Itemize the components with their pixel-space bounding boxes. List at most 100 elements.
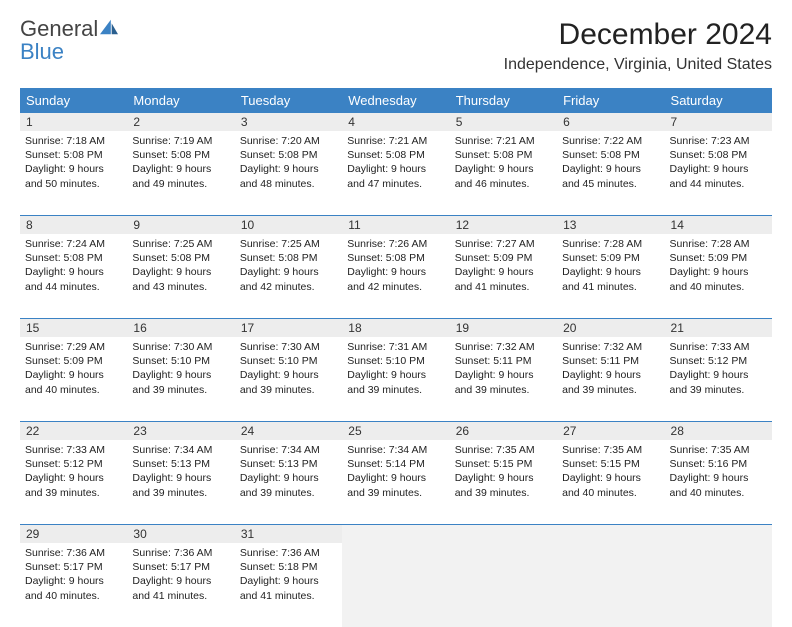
sunrise-text: Sunrise: 7:28 AM (562, 237, 659, 251)
day-number: 10 (235, 216, 342, 234)
daylight-text: Daylight: 9 hours and 39 minutes. (455, 471, 552, 499)
day-header: Wednesday (342, 88, 449, 113)
day-cell: Sunrise: 7:36 AMSunset: 5:18 PMDaylight:… (235, 543, 342, 627)
day-cell: Sunrise: 7:18 AMSunset: 5:08 PMDaylight:… (20, 131, 127, 215)
location: Independence, Virginia, United States (504, 56, 772, 74)
sunset-text: Sunset: 5:09 PM (562, 251, 659, 265)
daylight-text: Daylight: 9 hours and 39 minutes. (240, 368, 337, 396)
sunrise-text: Sunrise: 7:36 AM (25, 546, 122, 560)
week-row: Sunrise: 7:36 AMSunset: 5:17 PMDaylight:… (20, 543, 772, 627)
day-number: 30 (127, 525, 234, 543)
day-number-row: 15161718192021 (20, 318, 772, 337)
day-number: 16 (127, 319, 234, 337)
day-cell (557, 543, 664, 627)
sunset-text: Sunset: 5:17 PM (25, 560, 122, 574)
day-cell: Sunrise: 7:36 AMSunset: 5:17 PMDaylight:… (20, 543, 127, 627)
day-number-row: 22232425262728 (20, 421, 772, 440)
daylight-text: Daylight: 9 hours and 39 minutes. (132, 471, 229, 499)
day-number: 19 (450, 319, 557, 337)
sunrise-text: Sunrise: 7:21 AM (347, 134, 444, 148)
day-number: 25 (342, 422, 449, 440)
sunrise-text: Sunrise: 7:22 AM (562, 134, 659, 148)
day-number: 26 (450, 422, 557, 440)
logo-text: GeneralBlue (20, 18, 120, 64)
sunset-text: Sunset: 5:10 PM (240, 354, 337, 368)
sunset-text: Sunset: 5:08 PM (347, 148, 444, 162)
month-title: December 2024 (504, 18, 772, 52)
sunrise-text: Sunrise: 7:31 AM (347, 340, 444, 354)
day-cell: Sunrise: 7:35 AMSunset: 5:15 PMDaylight:… (557, 440, 664, 524)
sunrise-text: Sunrise: 7:30 AM (132, 340, 229, 354)
sunset-text: Sunset: 5:08 PM (25, 148, 122, 162)
sunset-text: Sunset: 5:17 PM (132, 560, 229, 574)
day-cell: Sunrise: 7:35 AMSunset: 5:15 PMDaylight:… (450, 440, 557, 524)
sunset-text: Sunset: 5:08 PM (240, 148, 337, 162)
sunset-text: Sunset: 5:09 PM (25, 354, 122, 368)
day-number: . (342, 525, 449, 543)
sunset-text: Sunset: 5:08 PM (25, 251, 122, 265)
day-number: 4 (342, 113, 449, 131)
sunrise-text: Sunrise: 7:33 AM (25, 443, 122, 457)
daylight-text: Daylight: 9 hours and 47 minutes. (347, 162, 444, 190)
daylight-text: Daylight: 9 hours and 39 minutes. (25, 471, 122, 499)
sunset-text: Sunset: 5:08 PM (240, 251, 337, 265)
day-cell: Sunrise: 7:35 AMSunset: 5:16 PMDaylight:… (665, 440, 772, 524)
sunrise-text: Sunrise: 7:26 AM (347, 237, 444, 251)
sunset-text: Sunset: 5:15 PM (562, 457, 659, 471)
day-number: 7 (665, 113, 772, 131)
sunrise-text: Sunrise: 7:20 AM (240, 134, 337, 148)
daylight-text: Daylight: 9 hours and 41 minutes. (455, 265, 552, 293)
sunset-text: Sunset: 5:08 PM (132, 251, 229, 265)
sunset-text: Sunset: 5:08 PM (132, 148, 229, 162)
day-header: Tuesday (235, 88, 342, 113)
day-number: 2 (127, 113, 234, 131)
day-cell: Sunrise: 7:21 AMSunset: 5:08 PMDaylight:… (450, 131, 557, 215)
logo-text-2: Blue (20, 39, 64, 64)
sunrise-text: Sunrise: 7:34 AM (132, 443, 229, 457)
day-cell: Sunrise: 7:26 AMSunset: 5:08 PMDaylight:… (342, 234, 449, 318)
daylight-text: Daylight: 9 hours and 45 minutes. (562, 162, 659, 190)
day-number: 22 (20, 422, 127, 440)
sunset-text: Sunset: 5:15 PM (455, 457, 552, 471)
sunrise-text: Sunrise: 7:34 AM (240, 443, 337, 457)
daylight-text: Daylight: 9 hours and 40 minutes. (562, 471, 659, 499)
day-number: 11 (342, 216, 449, 234)
sunset-text: Sunset: 5:10 PM (132, 354, 229, 368)
sunset-text: Sunset: 5:08 PM (455, 148, 552, 162)
daylight-text: Daylight: 9 hours and 49 minutes. (132, 162, 229, 190)
daylight-text: Daylight: 9 hours and 39 minutes. (132, 368, 229, 396)
day-number: . (557, 525, 664, 543)
sunset-text: Sunset: 5:13 PM (240, 457, 337, 471)
sunrise-text: Sunrise: 7:32 AM (455, 340, 552, 354)
day-cell: Sunrise: 7:25 AMSunset: 5:08 PMDaylight:… (235, 234, 342, 318)
sunset-text: Sunset: 5:13 PM (132, 457, 229, 471)
day-cell: Sunrise: 7:19 AMSunset: 5:08 PMDaylight:… (127, 131, 234, 215)
sunrise-text: Sunrise: 7:18 AM (25, 134, 122, 148)
day-header: Sunday (20, 88, 127, 113)
day-cell: Sunrise: 7:30 AMSunset: 5:10 PMDaylight:… (127, 337, 234, 421)
day-cell: Sunrise: 7:32 AMSunset: 5:11 PMDaylight:… (557, 337, 664, 421)
daylight-text: Daylight: 9 hours and 39 minutes. (240, 471, 337, 499)
daylight-text: Daylight: 9 hours and 46 minutes. (455, 162, 552, 190)
day-number: 23 (127, 422, 234, 440)
sunset-text: Sunset: 5:10 PM (347, 354, 444, 368)
sunrise-text: Sunrise: 7:35 AM (455, 443, 552, 457)
day-cell: Sunrise: 7:22 AMSunset: 5:08 PMDaylight:… (557, 131, 664, 215)
sunrise-text: Sunrise: 7:35 AM (562, 443, 659, 457)
day-number: . (665, 525, 772, 543)
sunset-text: Sunset: 5:16 PM (670, 457, 767, 471)
day-cell (342, 543, 449, 627)
day-cell: Sunrise: 7:33 AMSunset: 5:12 PMDaylight:… (665, 337, 772, 421)
day-cell: Sunrise: 7:34 AMSunset: 5:13 PMDaylight:… (235, 440, 342, 524)
day-header-row: Sunday Monday Tuesday Wednesday Thursday… (20, 88, 772, 113)
logo-sail-icon (98, 18, 120, 36)
day-number-row: 1234567 (20, 113, 772, 131)
day-cell: Sunrise: 7:33 AMSunset: 5:12 PMDaylight:… (20, 440, 127, 524)
day-number: 21 (665, 319, 772, 337)
sunset-text: Sunset: 5:18 PM (240, 560, 337, 574)
sunrise-text: Sunrise: 7:36 AM (240, 546, 337, 560)
sunrise-text: Sunrise: 7:28 AM (670, 237, 767, 251)
sunset-text: Sunset: 5:09 PM (455, 251, 552, 265)
sunrise-text: Sunrise: 7:25 AM (240, 237, 337, 251)
day-cell: Sunrise: 7:28 AMSunset: 5:09 PMDaylight:… (557, 234, 664, 318)
